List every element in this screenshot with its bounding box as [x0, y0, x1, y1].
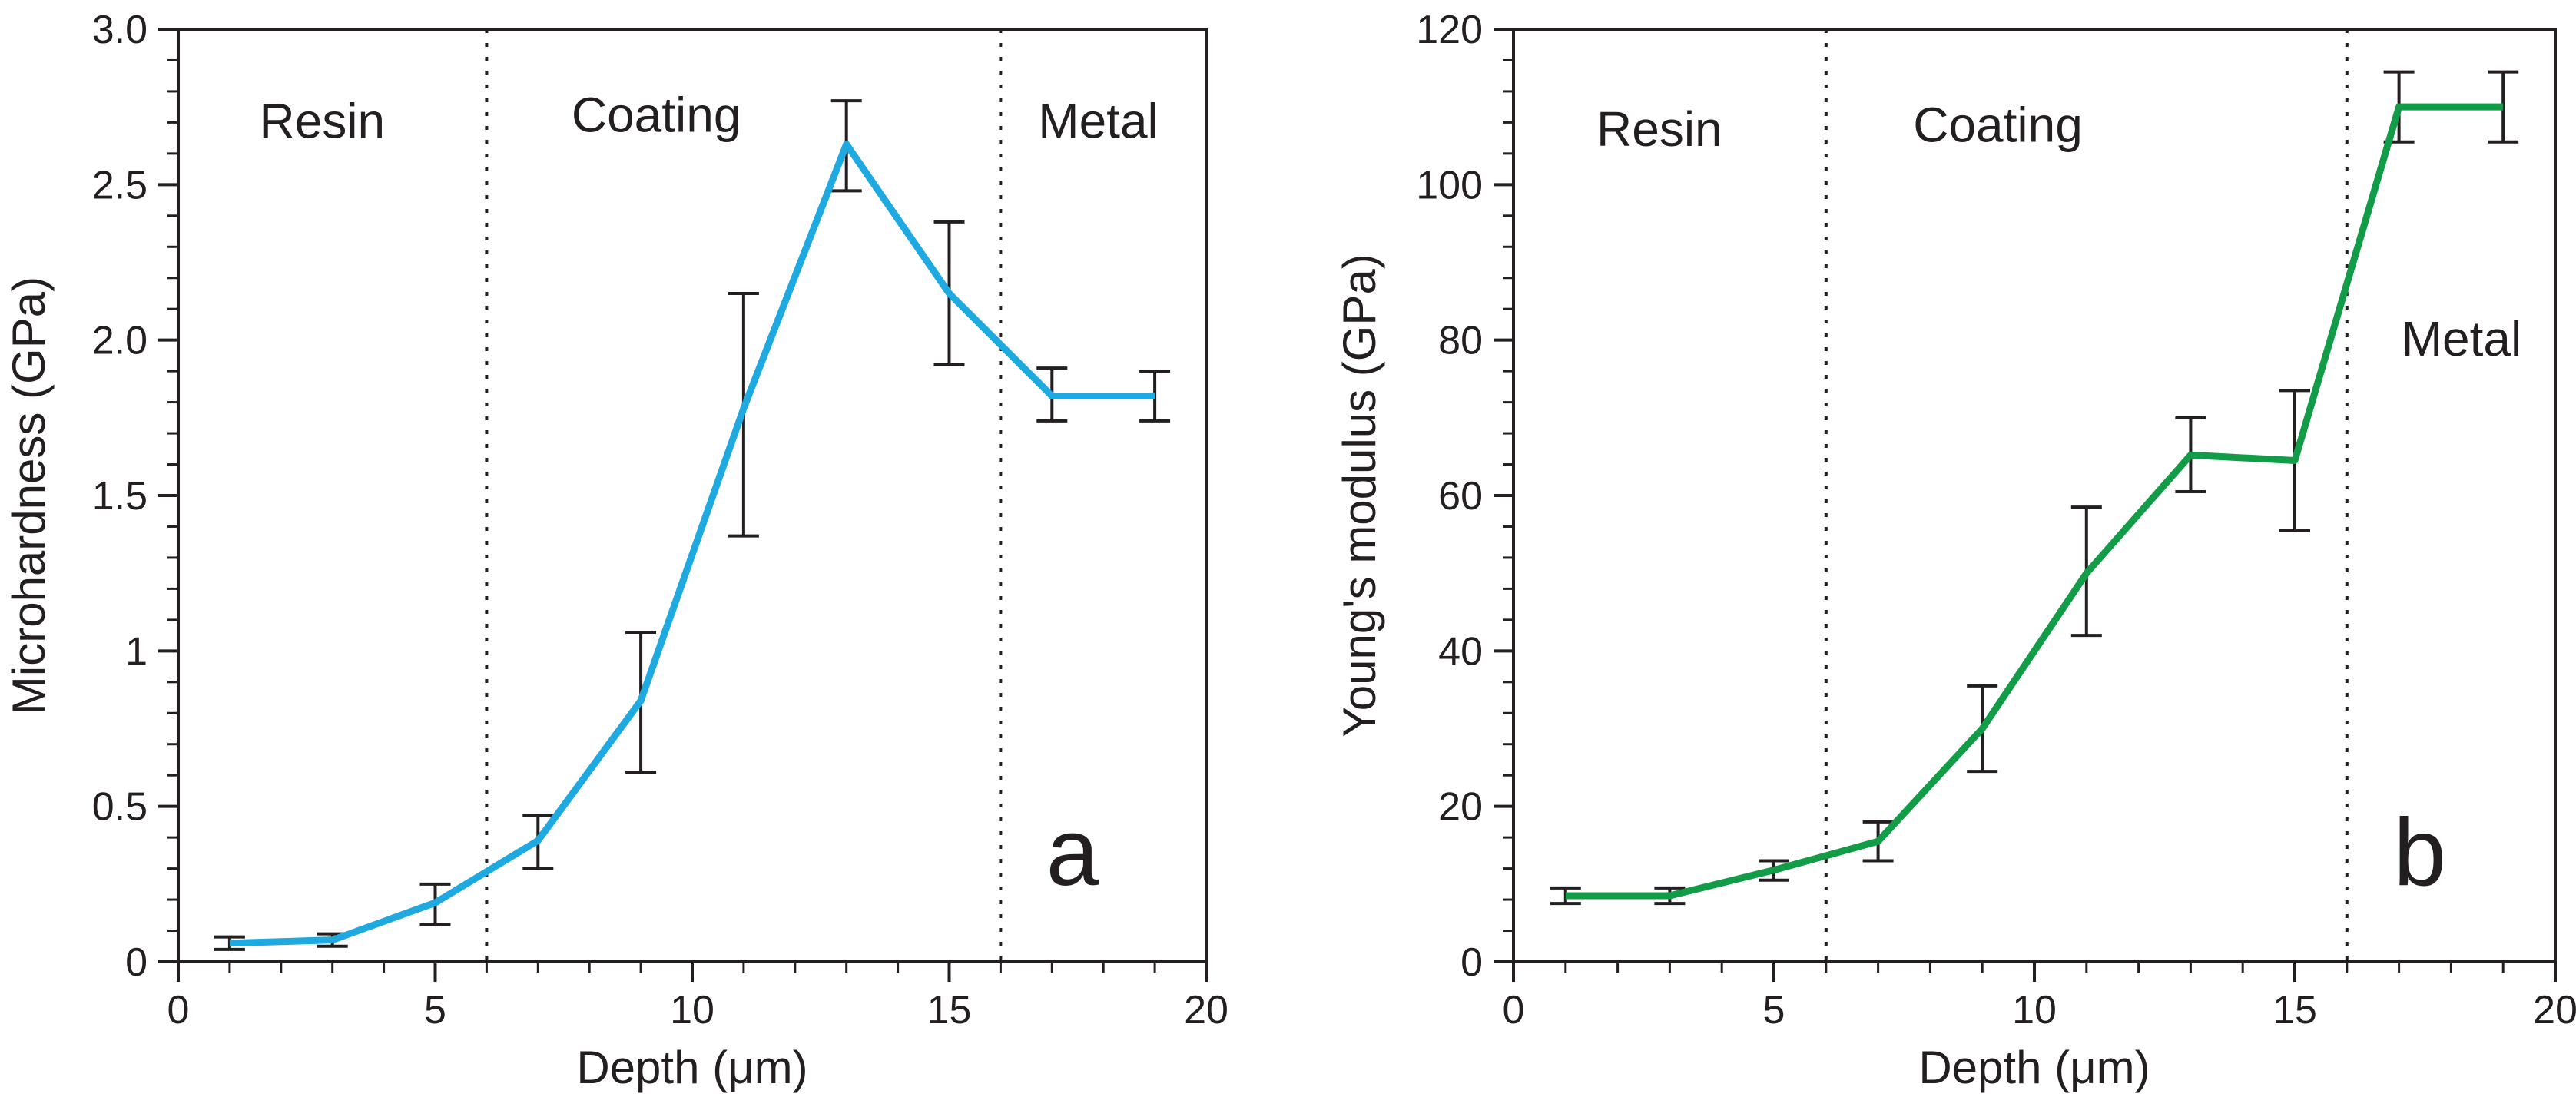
- y-tick-label: 120: [1416, 8, 1483, 52]
- region-label-metal: Metal: [2402, 311, 2522, 366]
- region-label-metal: Metal: [1038, 94, 1159, 149]
- y-tick-label: 2.5: [92, 163, 148, 207]
- chart-panel-b: 0 5 10 15 20 0 20 40 60 80 100 120 Depth (μm) Young's…: [1334, 8, 2576, 1093]
- region-label-coating: Coating: [572, 88, 741, 143]
- chart-panel-a: 0 5 10 15 20 0 0.5 1 1.5 2.0 2.5 3.0 Depth (μm) Micro…: [3, 8, 1228, 1093]
- y-tick-label: 2.0: [92, 319, 148, 363]
- series-line: [1565, 103, 2504, 900]
- series-line: [229, 141, 1155, 947]
- x-tick-label: 15: [2273, 988, 2317, 1032]
- y-tick-label: 1: [125, 629, 148, 674]
- y-tick-label: 40: [1438, 629, 1483, 674]
- x-axis-label: Depth (μm): [1918, 1042, 2150, 1093]
- y-tick-label: 3.0: [92, 8, 148, 52]
- plot-frame: [177, 28, 1208, 963]
- x-tick-label: 5: [1763, 988, 1785, 1032]
- region-label-coating: Coating: [1913, 98, 2083, 153]
- x-tick-label: 5: [424, 988, 446, 1032]
- y-tick-label: 100: [1416, 163, 1483, 207]
- y-axis-label: Microhardness (GPa): [3, 277, 55, 714]
- y-tick-label: 0: [125, 940, 148, 985]
- x-tick-label: 10: [2012, 988, 2057, 1032]
- y-tick-label: 1.5: [92, 474, 148, 519]
- y-axis-label: Young's modulus (GPa): [1334, 254, 1385, 737]
- x-tick-label: 0: [167, 988, 190, 1032]
- x-axis-label: Depth (μm): [576, 1042, 807, 1093]
- x-tick-label: 15: [927, 988, 972, 1032]
- y-tick-label: 80: [1438, 319, 1483, 363]
- x-tick-label: 20: [2533, 988, 2576, 1032]
- x-tick-label: 10: [670, 988, 714, 1032]
- x-tick-label: 20: [1184, 988, 1228, 1032]
- y-tick-label: 20: [1438, 785, 1483, 830]
- x-tick-label: 0: [1503, 988, 1525, 1032]
- panel-letter: b: [2393, 800, 2446, 906]
- y-tick-label: 0: [1460, 940, 1483, 985]
- region-label-resin: Resin: [260, 94, 386, 149]
- panel-letter: a: [1046, 800, 1099, 906]
- y-tick-label: 0.5: [92, 785, 148, 830]
- plot-frame: [1512, 28, 2557, 963]
- y-tick-label: 60: [1438, 474, 1483, 519]
- region-label-resin: Resin: [1596, 101, 1722, 157]
